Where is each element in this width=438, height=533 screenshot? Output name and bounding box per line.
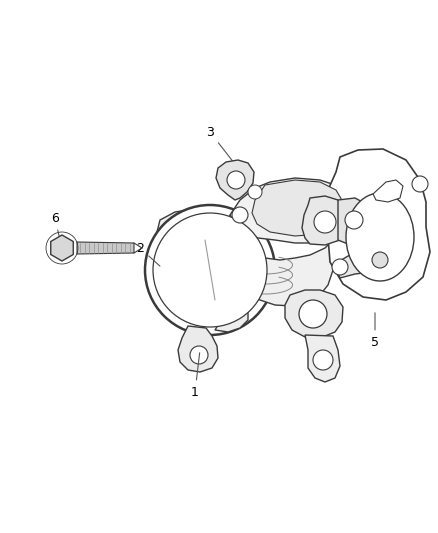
Text: 6: 6 [51,212,60,237]
Polygon shape [235,240,335,306]
Text: 3: 3 [206,125,236,166]
Polygon shape [155,208,235,328]
Polygon shape [252,180,343,236]
Polygon shape [51,235,73,261]
Text: 2: 2 [136,241,160,266]
Text: 1: 1 [191,353,200,399]
Polygon shape [302,196,346,245]
Circle shape [313,350,333,370]
Circle shape [248,185,262,199]
Circle shape [372,252,388,268]
Polygon shape [305,335,340,382]
Circle shape [332,259,348,275]
Polygon shape [338,198,372,244]
Polygon shape [285,290,343,338]
Polygon shape [215,215,248,332]
Polygon shape [230,178,347,243]
Circle shape [314,211,336,233]
Polygon shape [337,250,386,278]
Ellipse shape [346,193,414,281]
Polygon shape [328,149,430,300]
Circle shape [299,300,327,328]
Polygon shape [77,242,134,254]
Circle shape [227,171,245,189]
Circle shape [232,207,248,223]
Text: 5: 5 [371,313,379,349]
Circle shape [345,211,363,229]
Circle shape [153,213,267,327]
Polygon shape [178,326,218,372]
Circle shape [145,205,275,335]
Circle shape [190,346,208,364]
Circle shape [412,176,428,192]
Polygon shape [216,160,254,200]
Polygon shape [373,180,403,202]
